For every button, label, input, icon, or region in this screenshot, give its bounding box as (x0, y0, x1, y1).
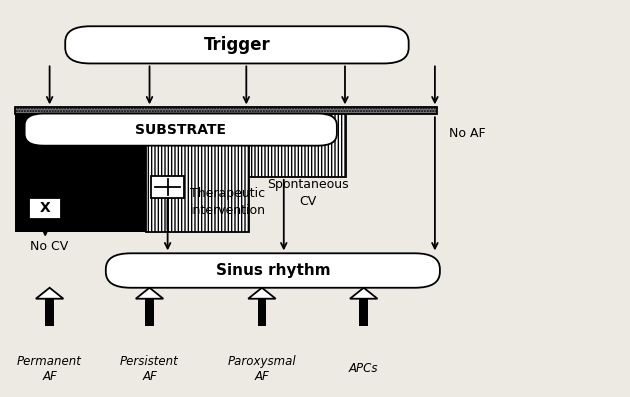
FancyBboxPatch shape (25, 114, 337, 146)
Bar (249, 110, 346, 177)
Text: No AF: No AF (449, 127, 486, 141)
FancyBboxPatch shape (151, 176, 184, 198)
Text: Trigger: Trigger (203, 36, 270, 54)
Text: Spontaneous
CV: Spontaneous CV (266, 177, 348, 208)
Bar (359, 299, 368, 326)
Text: Sinus rhythm: Sinus rhythm (215, 263, 330, 278)
Text: Permanent
AF: Permanent AF (17, 355, 82, 383)
Polygon shape (36, 288, 64, 299)
Text: Persistent
AF: Persistent AF (120, 355, 179, 383)
Bar (45, 299, 54, 326)
Bar (146, 110, 249, 232)
FancyBboxPatch shape (29, 198, 62, 219)
Text: Paroxysmal
AF: Paroxysmal AF (227, 355, 296, 383)
Text: SUBSTRATE: SUBSTRATE (135, 123, 226, 137)
Bar (258, 299, 266, 326)
Text: X: X (40, 202, 50, 216)
Text: Therapeutic
intervention: Therapeutic intervention (190, 187, 266, 218)
Text: No CV: No CV (30, 240, 69, 253)
Text: APCs: APCs (349, 362, 379, 375)
FancyBboxPatch shape (106, 253, 440, 288)
Bar (15, 107, 437, 114)
Polygon shape (350, 288, 377, 299)
Polygon shape (136, 288, 163, 299)
Bar (145, 299, 154, 326)
Polygon shape (248, 288, 276, 299)
Bar (15, 110, 146, 232)
FancyBboxPatch shape (66, 26, 409, 64)
